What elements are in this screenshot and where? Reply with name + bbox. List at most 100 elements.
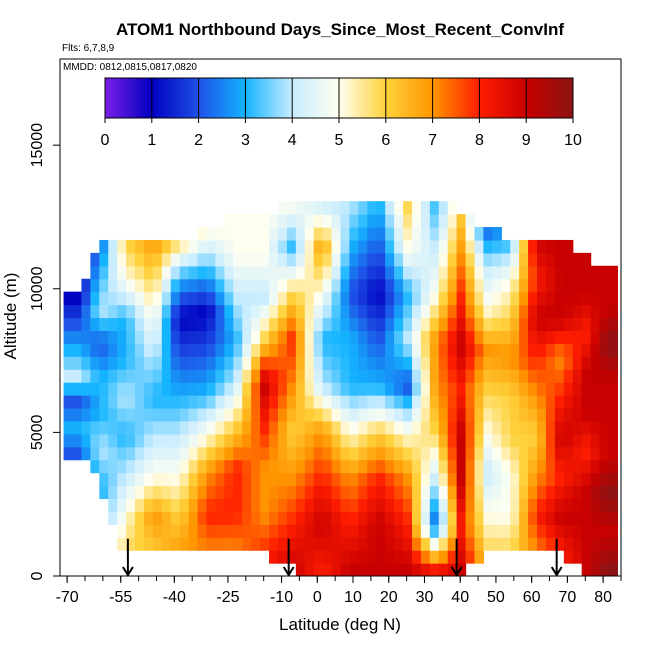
heatmap-cell <box>313 278 324 293</box>
heatmap-cell <box>492 524 502 538</box>
heatmap-cell <box>188 265 199 280</box>
heatmap-cell <box>224 407 234 422</box>
heatmap-cell <box>143 498 154 512</box>
heatmap-cell <box>367 227 377 241</box>
heatmap-cell <box>501 252 511 267</box>
colorbar-swatch <box>193 78 197 118</box>
heatmap-cell <box>135 369 145 383</box>
heatmap-cell <box>394 330 404 344</box>
heatmap-cell <box>438 563 449 576</box>
heatmap-cell <box>286 550 297 564</box>
colorbar: 0 1 2 3 4 5 6 7 8 9 10 <box>101 77 582 149</box>
heatmap-cell <box>608 563 619 576</box>
colorbar-swatch <box>364 78 368 118</box>
heatmap-cell <box>411 537 422 551</box>
heatmap-cell <box>349 472 359 487</box>
heatmap-cell <box>63 446 74 461</box>
heatmap-cell <box>340 511 351 525</box>
heatmap-cell <box>403 343 413 357</box>
heatmap-cell <box>465 239 476 254</box>
x-tick-label: 20 <box>380 589 398 606</box>
heatmap-cell <box>349 382 359 396</box>
heatmap-cell <box>331 550 342 564</box>
colorbar-swatch <box>229 78 232 118</box>
heatmap-cell <box>465 459 476 474</box>
heatmap-cell <box>233 395 243 409</box>
heatmap-cell <box>483 278 493 293</box>
heatmap-cell <box>528 511 538 525</box>
heatmap-cell <box>260 214 270 228</box>
heatmap-cell <box>510 485 520 500</box>
heatmap-cell <box>242 420 252 435</box>
heatmap-cell <box>251 407 261 422</box>
heatmap-cell <box>554 446 565 461</box>
heatmap-cell <box>385 278 395 293</box>
heatmap-cell <box>492 252 502 267</box>
heatmap-cell <box>322 395 333 409</box>
heatmap-cell <box>358 252 368 267</box>
heatmap-cell <box>438 356 449 370</box>
heatmap-cell <box>528 265 538 280</box>
heatmap-cell <box>411 433 422 448</box>
heatmap-cell <box>599 524 610 538</box>
heatmap-cell <box>215 407 225 422</box>
heatmap-cell <box>367 511 377 525</box>
heatmap-cell <box>465 356 476 370</box>
heatmap-cell <box>420 395 431 409</box>
heatmap-cell <box>215 343 225 357</box>
heatmap-cell <box>286 227 297 241</box>
heatmap-cell <box>260 304 270 319</box>
heatmap-cell <box>340 343 351 357</box>
heatmap-cell <box>385 524 395 538</box>
heatmap-cell <box>224 420 234 435</box>
x-tick-label: -70 <box>56 589 79 606</box>
heatmap-cell <box>295 485 306 500</box>
heatmap-cell <box>277 278 288 293</box>
heatmap-cell <box>117 420 127 435</box>
heatmap-cell <box>126 382 136 396</box>
x-tick-label: 60 <box>523 589 541 606</box>
colorbar-swatch <box>233 78 237 118</box>
heatmap-cell <box>99 356 109 370</box>
heatmap-cell <box>286 433 297 448</box>
heatmap-cell <box>537 485 547 500</box>
heatmap-cell <box>152 278 163 293</box>
heatmap-cell <box>581 252 592 267</box>
heatmap-cell <box>367 252 377 267</box>
y-tick-label: 5000 <box>29 414 46 450</box>
heatmap-cell <box>403 356 413 370</box>
heatmap-cell <box>90 278 100 293</box>
heatmap-cell <box>554 239 565 254</box>
heatmap-cell <box>331 511 342 525</box>
heatmap-cell <box>420 511 431 525</box>
heatmap-cell <box>447 343 458 357</box>
colorbar-swatch <box>385 78 389 118</box>
heatmap-cell <box>545 291 556 306</box>
heatmap-cell <box>117 369 127 383</box>
heatmap-cell <box>420 252 431 267</box>
heatmap-cell <box>188 395 199 409</box>
heatmap-cell <box>519 330 529 344</box>
heatmap-cell <box>358 369 368 383</box>
colorbar-swatch <box>427 78 431 118</box>
colorbar-swatch <box>425 78 429 118</box>
heatmap-cell <box>286 330 297 344</box>
heatmap-cell <box>242 485 252 500</box>
heatmap-cell <box>545 239 556 254</box>
heatmap-cell <box>465 446 476 461</box>
heatmap-cell <box>572 433 583 448</box>
heatmap-cell <box>599 459 610 474</box>
heatmap-cell <box>403 304 413 319</box>
heatmap-cell <box>269 317 279 332</box>
heatmap-cell <box>474 356 485 370</box>
heatmap-cell <box>483 407 493 422</box>
heatmap-cell <box>519 485 529 500</box>
colorbar-swatch <box>287 78 291 118</box>
heatmap-cell <box>135 459 145 474</box>
colorbar-swatch <box>278 78 281 118</box>
heatmap-cell <box>63 291 74 306</box>
heatmap-cell <box>170 524 181 538</box>
heatmap-cell <box>206 330 217 344</box>
colorbar-swatch <box>453 78 457 118</box>
